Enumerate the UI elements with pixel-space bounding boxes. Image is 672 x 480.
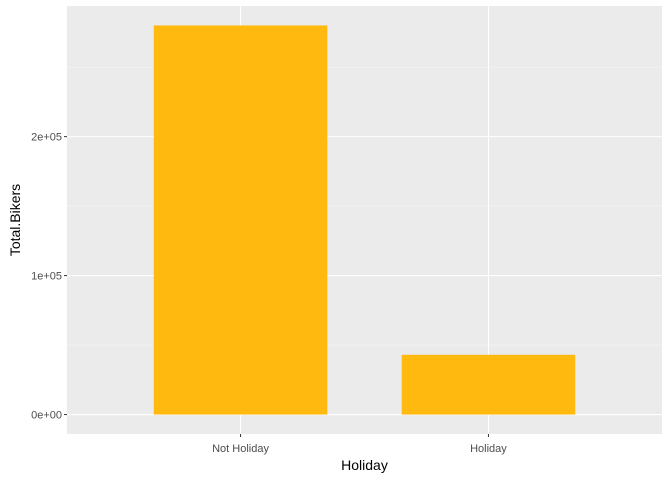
bar-not-holiday	[153, 25, 328, 415]
y-axis-title: Total.Bikers	[7, 184, 23, 256]
x-tick-labels: Not Holiday Holiday	[212, 443, 507, 455]
x-tick-label: Holiday	[470, 443, 507, 455]
x-axis-title: Holiday	[341, 457, 388, 473]
y-tick-label: 2e+05	[31, 132, 62, 144]
bars	[153, 25, 576, 415]
axis-ticks	[64, 136, 489, 437]
y-tick-label: 1e+05	[31, 271, 62, 283]
y-tick-labels: 0e+00 1e+05 2e+05	[31, 132, 62, 422]
y-tick-label: 0e+00	[31, 410, 62, 422]
bar-holiday	[401, 354, 576, 415]
x-tick-label: Not Holiday	[212, 443, 269, 455]
